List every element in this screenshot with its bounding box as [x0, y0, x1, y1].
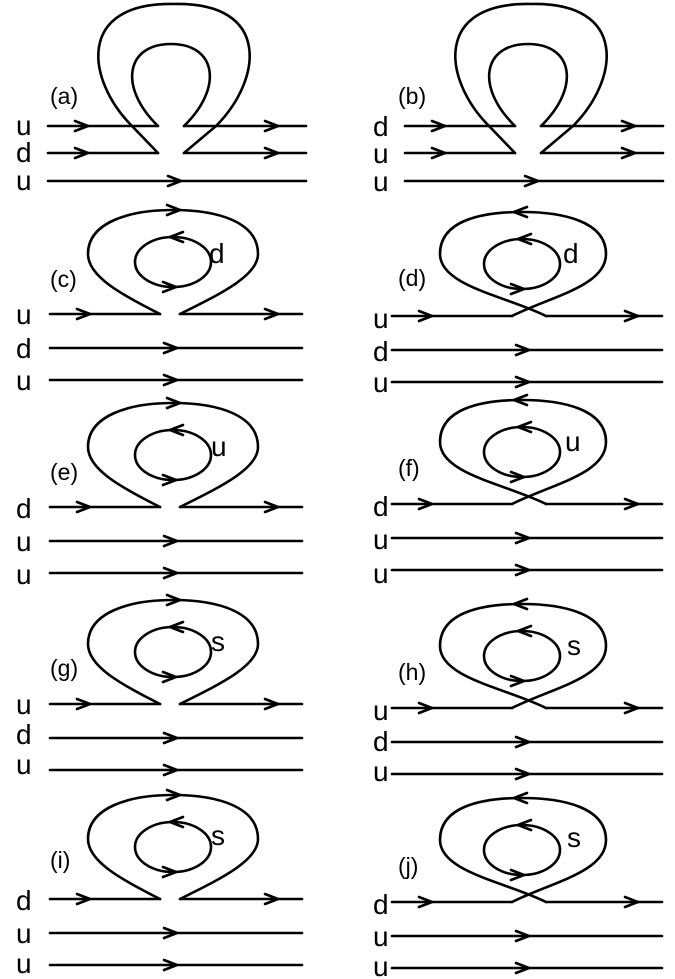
quark-label-g-3: u — [16, 749, 32, 780]
quark-label-e-3: u — [16, 559, 32, 590]
quark-label-i-3: u — [16, 948, 32, 979]
panel-label-d: (d) — [398, 265, 426, 291]
panel-label-i: (i) — [50, 847, 70, 873]
quark-label-c-1: u — [16, 299, 32, 330]
loop-quark-label-e: u — [211, 431, 227, 462]
quark-label-a-3: u — [16, 165, 32, 196]
quark-label-d-2: d — [373, 336, 389, 367]
quark-flow-diagram-a — [48, 4, 306, 186]
quark-label-j-2: u — [373, 921, 389, 952]
panel-i: (i) s d u u — [16, 790, 302, 979]
quark-label-a-1: u — [16, 110, 32, 141]
loop-quark-label-f: u — [565, 426, 581, 457]
quark-label-e-1: d — [16, 493, 32, 524]
quark-label-h-1: u — [373, 695, 389, 726]
quark-flow-diagram-d — [392, 207, 662, 387]
quark-flow-diagram-b — [405, 4, 663, 186]
quark-label-b-1: d — [373, 111, 389, 142]
quark-label-b-3: u — [373, 166, 389, 197]
quark-label-j-1: d — [373, 889, 389, 920]
quark-label-b-2: u — [373, 138, 389, 169]
quark-label-c-3: u — [16, 365, 32, 396]
quark-label-f-1: d — [373, 491, 389, 522]
quark-label-f-3: u — [373, 558, 389, 589]
panel-label-e: (e) — [50, 459, 78, 485]
quark-flow-diagram-i — [50, 790, 302, 970]
loop-quark-label-h: s — [567, 630, 581, 661]
quark-label-h-3: u — [373, 756, 389, 787]
quark-label-e-2: u — [16, 526, 32, 557]
quark-label-d-1: u — [373, 303, 389, 334]
loop-quark-label-g: s — [211, 626, 225, 657]
quark-label-d-3: u — [373, 367, 389, 398]
panel-c: (c) d u d u — [16, 205, 302, 396]
panel-label-h: (h) — [398, 659, 426, 685]
quark-label-a-2: d — [16, 137, 32, 168]
panel-d: (d) d u d u — [373, 207, 662, 398]
quark-label-f-2: u — [373, 524, 389, 555]
loop-quark-label-j: s — [567, 822, 581, 853]
quark-flow-diagram-h — [392, 599, 662, 779]
quark-label-h-2: d — [373, 726, 389, 757]
panel-e: (e) u d u u — [16, 398, 302, 590]
panel-j: (j) s d u u — [373, 793, 662, 979]
quark-label-g-1: u — [16, 689, 32, 720]
quark-flow-diagram-c — [50, 205, 302, 385]
panel-g: (g) s u d u — [16, 595, 302, 780]
panel-label-c: (c) — [50, 266, 77, 292]
panel-a: (a) u d u — [16, 4, 306, 196]
panel-label-f: (f) — [398, 455, 420, 481]
quark-label-c-2: d — [16, 333, 32, 364]
quark-flow-diagram-e — [50, 398, 302, 578]
loop-quark-label-i: s — [211, 820, 225, 851]
quark-flow-diagram-g — [50, 595, 302, 775]
panel-label-a: (a) — [50, 83, 78, 109]
panel-b: (b) d u u — [373, 4, 663, 197]
loop-quark-label-c: d — [209, 238, 225, 269]
panel-label-b: (b) — [398, 83, 426, 109]
panel-label-g: (g) — [50, 655, 78, 681]
panel-f: (f) u d u u — [373, 395, 662, 589]
quark-label-j-3: u — [373, 951, 389, 979]
loop-quark-label-d: d — [563, 238, 579, 269]
quark-flow-diagram-f — [392, 395, 662, 575]
quark-label-i-2: u — [16, 918, 32, 949]
panel-label-j: (j) — [398, 853, 418, 879]
panel-h: (h) s u d u — [373, 599, 662, 787]
quark-label-i-1: d — [16, 885, 32, 916]
quark-label-g-2: d — [16, 719, 32, 750]
quark-flow-diagram-j — [392, 793, 662, 973]
